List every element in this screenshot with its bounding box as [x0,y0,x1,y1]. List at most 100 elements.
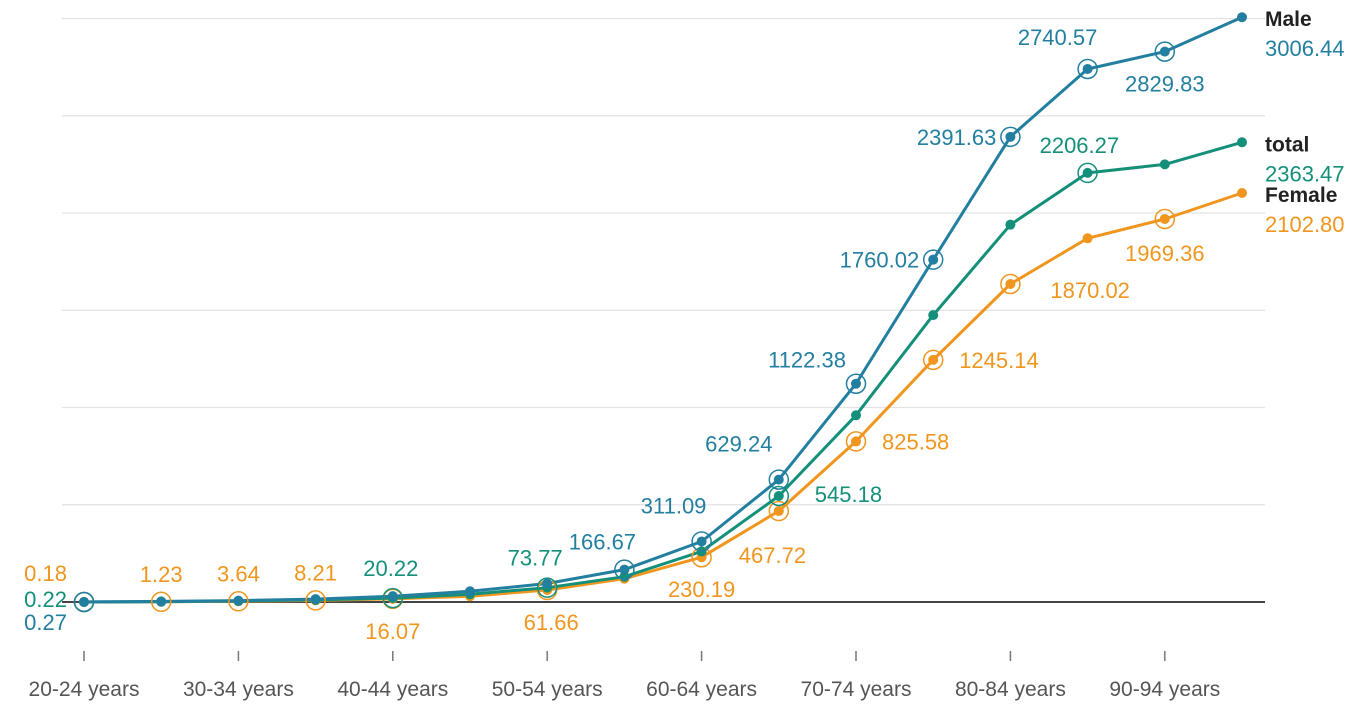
labelled-point-ring [1077,58,1098,80]
data-point-male [465,586,475,597]
data-label-total: 73.77 [508,546,563,571]
labelled-point-ring [536,577,558,598]
data-point-male [1159,46,1170,57]
data-point-male [79,596,89,607]
data-label-total: 0.22 [24,587,67,612]
data-point-female [1237,188,1247,199]
data-point-male [1237,12,1247,23]
data-label-female: 61.66 [524,610,579,635]
data-point-male [851,378,861,389]
data-label-male: 1760.02 [840,248,920,273]
x-tick-label: 80-84 years [955,678,1066,701]
data-point-male [156,596,167,607]
data-point-total [773,490,784,501]
x-tick-label: 60-64 years [646,678,757,701]
data-point-male [928,254,939,265]
labelled-point-ring [614,559,635,580]
data-point-female [928,354,939,365]
data-point-male [310,594,321,605]
data-point-female [773,506,784,517]
series-name-male: Male [1265,8,1312,31]
data-label-female: 1245.14 [959,348,1039,373]
data-label-female: 1870.02 [1050,278,1130,303]
data-point-female [851,436,861,447]
series-end-value-female: 2102.80 [1265,212,1345,237]
data-label-female: 16.07 [365,619,420,644]
data-point-male [773,474,784,485]
x-tick-label: 40-44 years [337,678,448,701]
labelled-point-ring [768,500,790,522]
labelled-point-ring [1077,162,1098,184]
series-line-female [82,191,1244,604]
data-point-total [851,410,861,421]
data-label-male: 2391.63 [917,125,997,150]
data-label-male: 0.27 [24,610,67,635]
data-point-total [1005,219,1016,230]
data-point-male [387,591,398,602]
x-tick-label: 30-34 years [183,678,294,701]
series-line-total [82,140,1244,604]
labelled-point-ring [382,587,404,609]
series-end-value-total: 2363.47 [1265,161,1345,186]
series-lines [82,15,1244,604]
series-name-total: total [1265,133,1309,156]
data-label-female: 467.72 [739,543,806,568]
data-point-male [619,564,630,575]
x-tick-label: 20-24 years [29,678,140,701]
x-tick-label: 50-54 years [492,678,603,701]
data-label-male: 311.09 [641,493,707,518]
x-axis-ticks: 20-24 years 30-34 years 40-44 years 50-54 y… [29,651,1220,701]
data-point-male [542,578,553,589]
labelled-point-ring [1000,273,1021,295]
data-label-female: 0.18 [24,561,67,586]
labelled-point-ring [1154,208,1176,230]
data-label-male: 1122.38 [768,348,846,373]
labelled-point-ring [150,591,172,613]
labelled-point-ring [73,591,95,613]
labelled-point-ring [305,590,326,611]
data-label-male: 2829.83 [1125,72,1205,97]
labelled-point-ring [922,249,944,270]
data-point-female [1082,233,1093,244]
data-point-male [696,536,707,547]
x-tick-label: 70-74 years [801,678,912,701]
data-label-male: 629.24 [705,432,772,457]
data-label-male: 2740.57 [1018,25,1098,50]
data-point-total [1159,159,1170,170]
data-point-total [1237,137,1247,148]
data-point-male [233,595,244,606]
data-label-male: 166.67 [569,530,636,555]
data-label-female: 230.19 [668,577,735,602]
labelled-point-ring [1154,41,1176,62]
series-line-male [82,15,1244,604]
labelled-point-ring [845,431,867,452]
data-label-female: 8.21 [294,560,337,585]
data-label-total: 20.22 [363,556,418,581]
data-point-male [1082,63,1093,74]
data-label-female: 3.64 [217,561,260,586]
data-point-female [1005,278,1016,289]
labelled-point-ring [691,531,712,552]
series-end-value-male: 3006.44 [1265,36,1345,61]
labelled-point-ring [228,591,249,612]
series-name-female: Female [1265,184,1337,207]
data-points [73,12,1247,613]
labelled-point-ring [768,485,790,507]
data-point-male [1005,131,1016,142]
x-tick-label: 90-94 years [1109,678,1220,701]
data-label-female: 1.23 [140,562,183,587]
data-point-total [928,310,939,321]
data-label-female: 825.58 [882,429,949,454]
data-label-female: 1969.36 [1125,241,1205,266]
data-point-total [1082,167,1093,178]
data-point-female [1159,213,1170,224]
labelled-point-ring [922,349,944,371]
labelled-point-ring [1000,126,1021,148]
data-label-total: 545.18 [815,482,882,507]
data-label-total: 2206.27 [1040,133,1120,158]
labelled-point-ring [768,469,790,490]
labelled-point-ring [845,373,867,394]
